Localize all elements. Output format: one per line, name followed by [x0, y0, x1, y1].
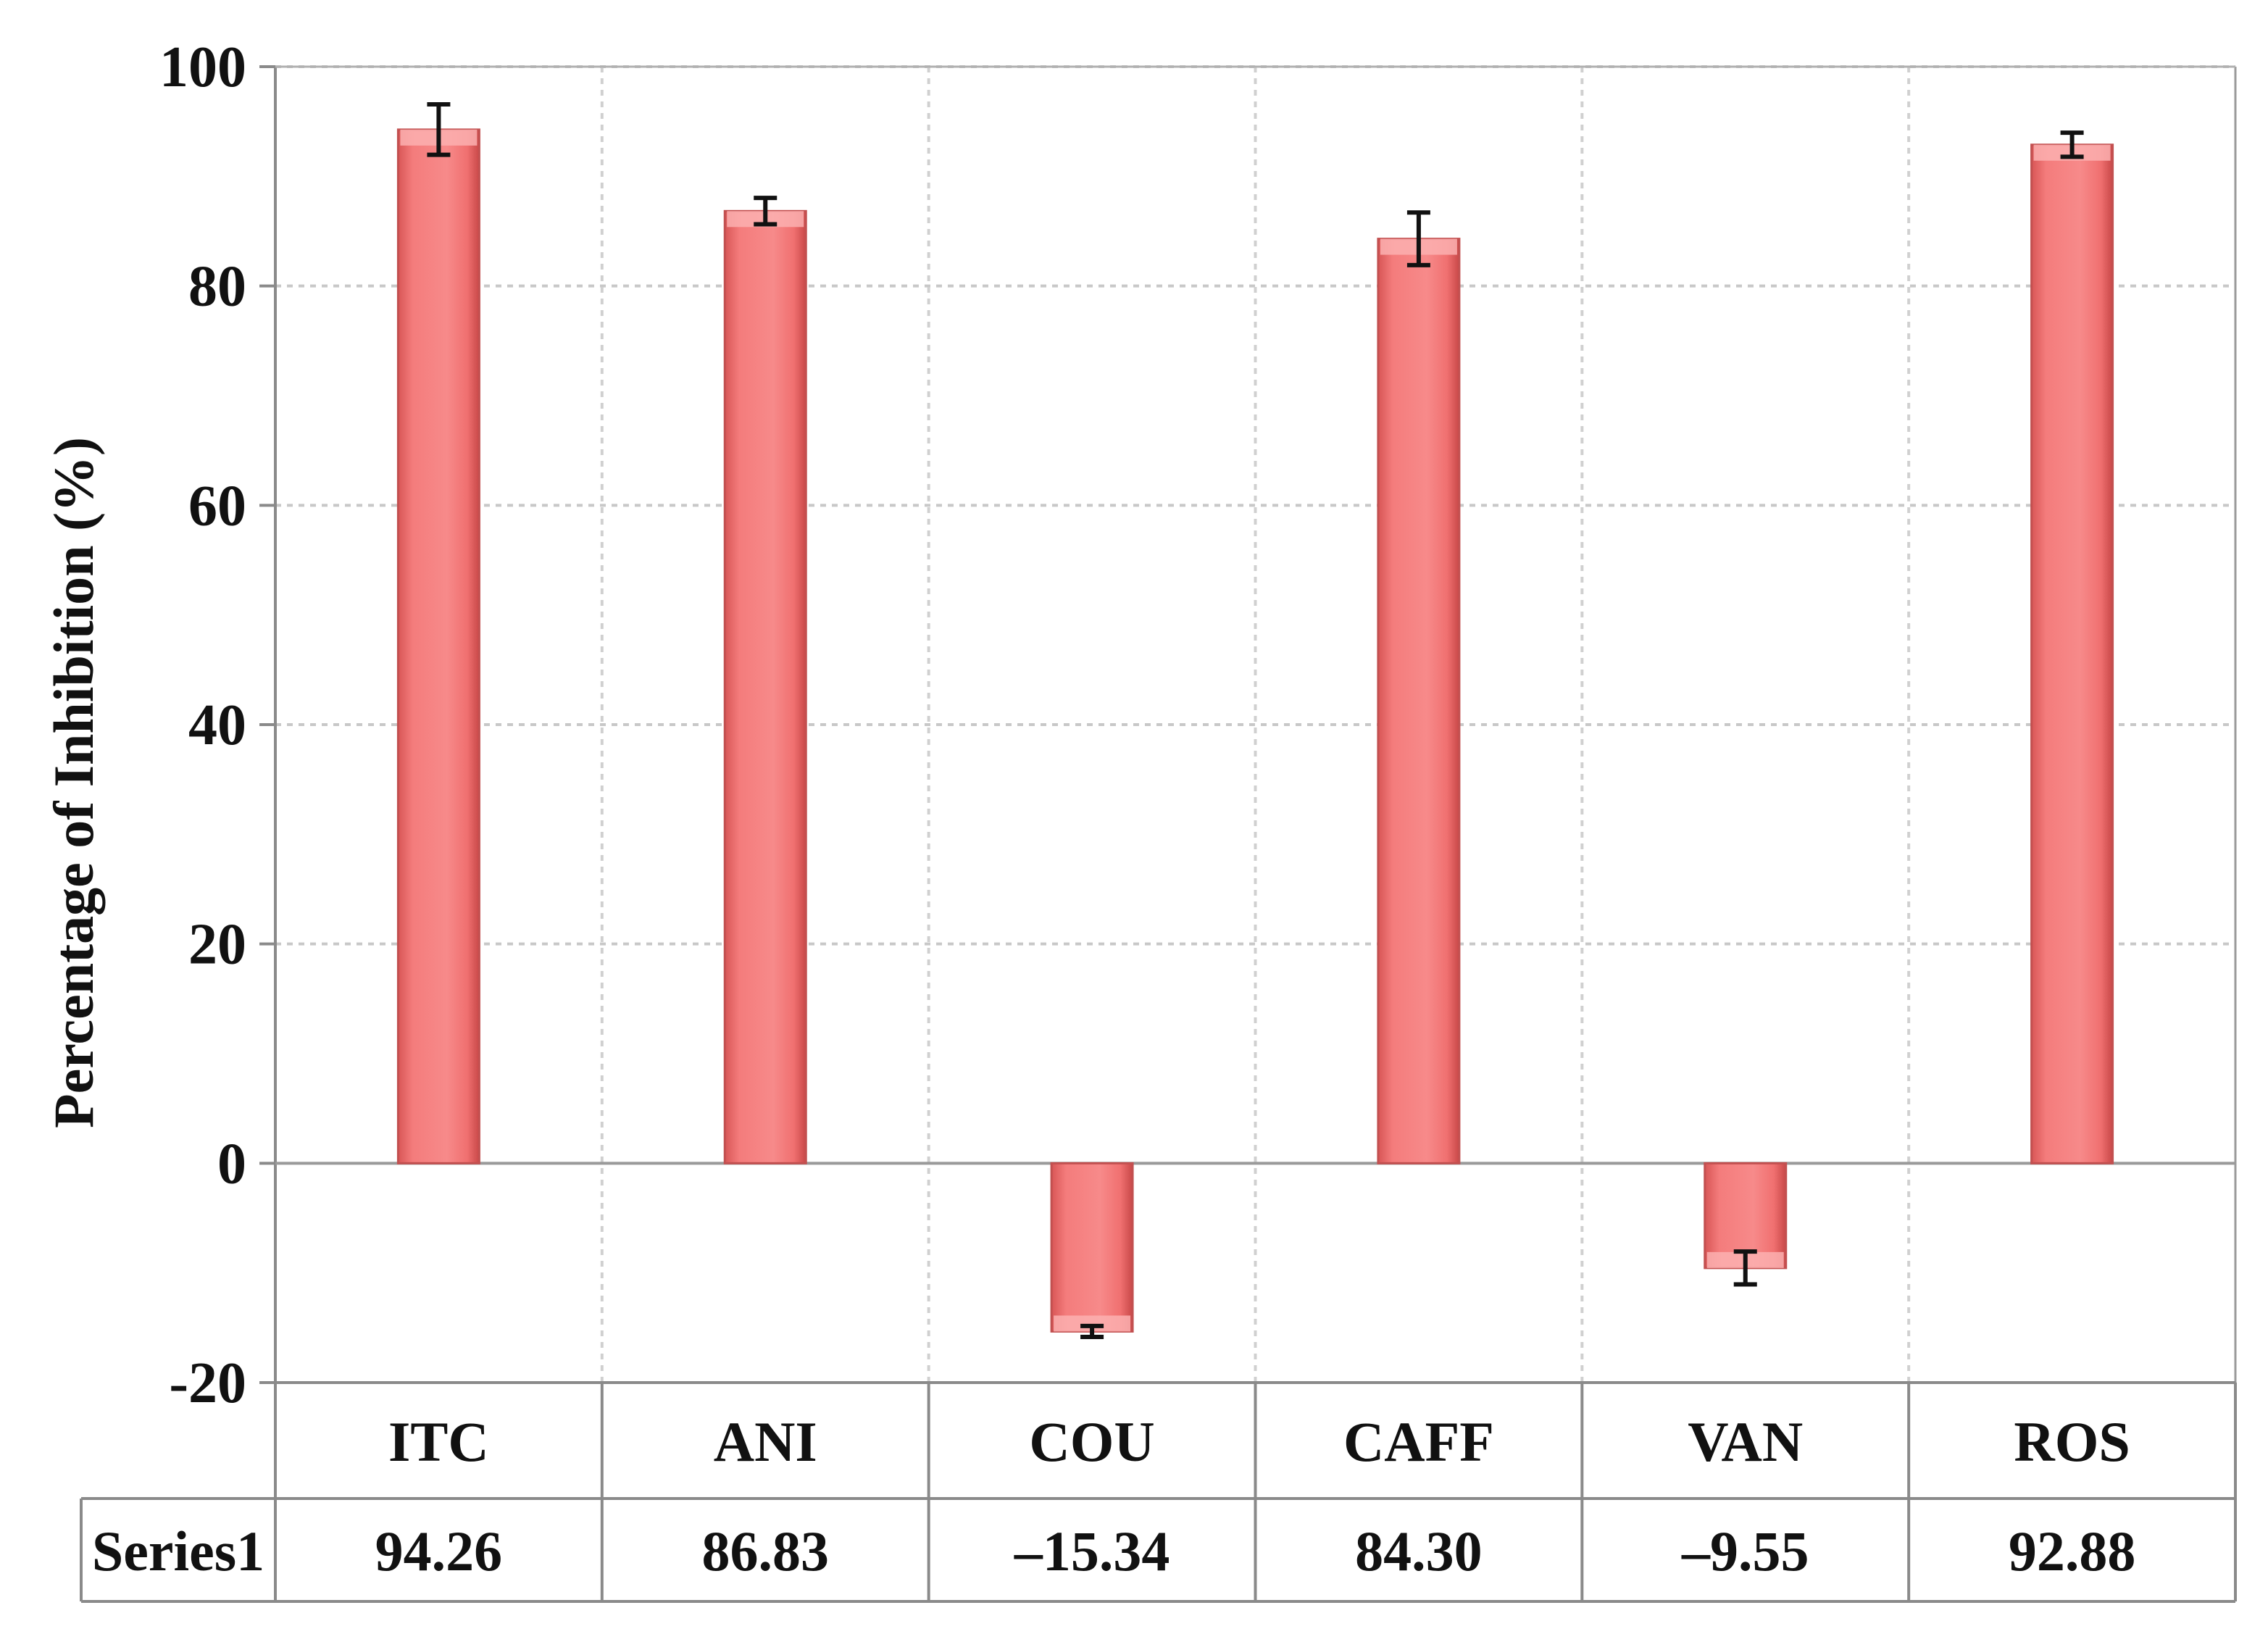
bar-body	[1377, 238, 1461, 1164]
gridlines	[275, 65, 2235, 1384]
y-axis-title: Percentage of Inhibition (%)	[42, 437, 105, 1128]
y-tick-label: 0	[217, 1132, 246, 1196]
data-table: ITC ANI COU CAFF VAN ROS Series1 94.26 86.83 –15.…	[80, 1383, 2237, 1603]
x-tick-label: VAN	[1688, 1410, 1803, 1473]
error-bars	[427, 102, 2084, 1340]
error-bar-itc	[427, 102, 451, 157]
y-tick-label: 20	[188, 913, 246, 977]
error-bar-caff	[1406, 210, 1430, 267]
x-tick-label: CAFF	[1343, 1410, 1494, 1473]
y-tick-label: 100	[159, 36, 246, 99]
y-tick-label: 40	[188, 693, 246, 757]
x-tick-label: ANI	[714, 1410, 817, 1473]
x-tick-label: COU	[1029, 1410, 1154, 1473]
y-tick-labels: -20 0 20 40 60 80 100	[159, 36, 246, 1415]
table-value: 86.83	[702, 1520, 830, 1583]
bar-body	[2030, 143, 2114, 1164]
table-value: –15.34	[1014, 1520, 1170, 1583]
error-bar-ani	[754, 196, 777, 227]
bars	[396, 128, 2114, 1333]
error-bar-van	[1733, 1249, 1757, 1287]
y-tick-label: 80	[188, 255, 246, 319]
bar-cou	[1050, 1162, 1134, 1333]
bar-body	[723, 209, 807, 1164]
y-tick-label: -20	[169, 1351, 246, 1415]
bar-itc	[396, 128, 480, 1164]
bar-bevel	[1054, 1315, 1131, 1332]
bar-body	[1050, 1162, 1134, 1333]
table-series-name: Series1	[92, 1520, 264, 1583]
bar-body	[396, 128, 480, 1164]
table-value: 92.88	[2009, 1520, 2136, 1583]
bar-ani	[723, 209, 807, 1164]
x-tick-label: ROS	[2014, 1410, 2130, 1473]
table-value: 94.26	[375, 1520, 503, 1583]
error-bar-ros	[2060, 130, 2084, 159]
table-value: 84.30	[1355, 1520, 1483, 1583]
bar-caff	[1377, 238, 1461, 1164]
y-tick-label: 60	[188, 474, 246, 538]
error-bar-cou	[1080, 1323, 1104, 1340]
x-tick-label: ITC	[388, 1410, 489, 1473]
table-value: –9.55	[1681, 1520, 1809, 1583]
bar-ros	[2030, 143, 2114, 1164]
